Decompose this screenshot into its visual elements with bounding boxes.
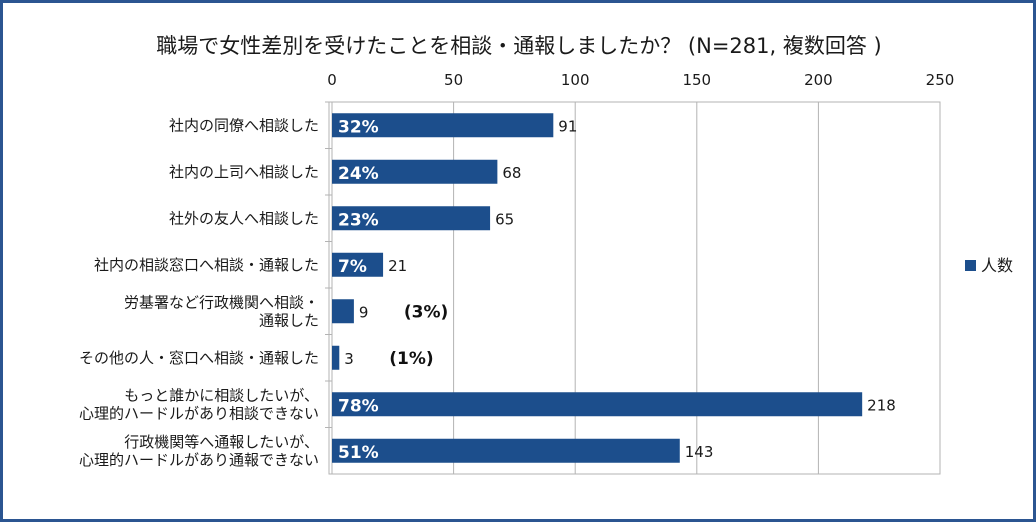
category-label: 社内の上司へ相談した — [169, 163, 319, 181]
bar-chart: 職場で女性差別を受けたことを相談・通報しましたか？ (N=281, 複数回答 )… — [79, 34, 1013, 475]
category-label: 社内の相談窓口へ相談・通報した — [94, 256, 319, 274]
value-label: 143 — [685, 443, 714, 461]
category-label: もっと誰かに相談したいが、 — [124, 386, 319, 404]
category-label: 心理的ハードルがあり相談できない — [79, 404, 319, 422]
value-label: 9 — [359, 303, 369, 321]
value-label: 68 — [502, 164, 521, 182]
bar-series: 91 32% 68 24% 65 23% 21 7% 9 (3%) 3 (1%) 218 78% 143 51… — [332, 113, 896, 463]
category-label: 労基署など行政機関へ相談・ — [124, 293, 319, 311]
percent-label: (1%) — [389, 349, 433, 369]
category-label: 社外の友人へ相談した — [169, 209, 319, 227]
category-label: 社内の同僚へ相談した — [169, 116, 319, 134]
legend-label: 人数 — [981, 256, 1013, 275]
value-label: 218 — [867, 396, 896, 414]
bar — [332, 392, 863, 417]
bar — [332, 252, 384, 277]
x-tick-label: 100 — [561, 71, 590, 89]
x-tick-label: 150 — [682, 71, 711, 89]
x-tick-label: 200 — [804, 71, 833, 89]
percent-label: 51% — [338, 443, 379, 463]
legend: 人数 — [965, 256, 1013, 275]
bar — [332, 206, 491, 231]
percent-label: 78% — [338, 396, 379, 416]
percent-label: 7% — [338, 257, 367, 277]
percent-label: (3%) — [404, 302, 448, 322]
bar — [332, 438, 680, 463]
x-tick-label: 0 — [327, 71, 337, 89]
x-tick-label: 250 — [926, 71, 955, 89]
bar — [332, 159, 498, 184]
x-axis: 0 50 100 150 200 250 — [327, 71, 954, 89]
percent-label: 23% — [338, 210, 379, 230]
value-label: 91 — [558, 117, 577, 135]
bar — [332, 113, 554, 138]
value-label: 65 — [495, 210, 514, 228]
legend-swatch — [965, 260, 976, 271]
plot-area — [328, 101, 941, 475]
percent-label: 24% — [338, 164, 379, 184]
chart-title: 職場で女性差別を受けたことを相談・通報しましたか？ (N=281, 複数回答 ) — [156, 34, 881, 58]
bar — [332, 299, 354, 324]
category-axis: 社内の同僚へ相談した社内の上司へ相談した社外の友人へ相談した社内の相談窓口へ相談… — [79, 101, 332, 469]
category-label: その他の人・窓口へ相談・通報した — [79, 349, 319, 367]
x-tick-label: 50 — [444, 71, 463, 89]
bar — [332, 345, 340, 370]
category-label: 行政機関等へ通報したいが、 — [124, 433, 319, 451]
category-label: 通報した — [259, 311, 319, 329]
category-label: 心理的ハードルがあり通報できない — [79, 451, 319, 469]
percent-label: 32% — [338, 117, 379, 137]
value-label: 3 — [344, 350, 354, 368]
value-label: 21 — [388, 257, 407, 275]
